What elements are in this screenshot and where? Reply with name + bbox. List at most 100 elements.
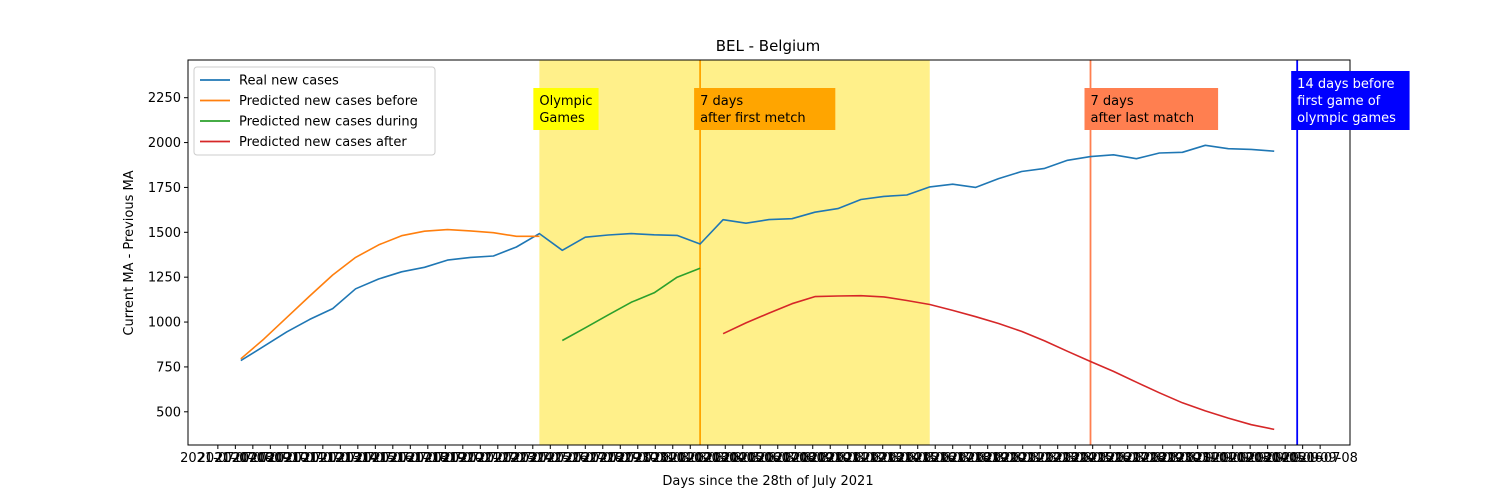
y-tick-label: 1750: [148, 181, 181, 196]
y-axis-label: Current MA - Previous MA: [122, 170, 137, 335]
annotation-text: first game of: [1297, 94, 1381, 109]
x-tick-label: 2021-08-01: [617, 451, 693, 466]
annotation-text: 7 days: [700, 94, 743, 109]
x-tick-label: 2021-09-02: [1177, 451, 1253, 466]
x-tick-label: 2021-07-31: [600, 451, 676, 466]
x-tick-label: 2021-08-21: [967, 451, 1043, 466]
x-tick-label: 2021-08-19: [932, 451, 1008, 466]
annotation-text: after last match: [1091, 111, 1195, 126]
x-tick-label: 2021-07-11: [250, 451, 326, 466]
x-tick-label: 2021-08-24: [1020, 451, 1096, 466]
legend-frame: [193, 66, 436, 156]
legend: Real new cases Predicted new cases before…: [193, 66, 436, 156]
annotation-text: Olympic: [539, 94, 592, 109]
annotation-box: [533, 88, 599, 130]
x-tick-label: 2021-07-21: [425, 451, 501, 466]
x-tick-label: 2021-08-25: [1037, 451, 1113, 466]
x-tick-label: 2021-08-16: [880, 451, 956, 466]
annotation-text: 7 days: [1091, 94, 1134, 109]
x-tick-label: 2021-07-09: [215, 451, 291, 466]
x-tick-label: 2021-08-17: [897, 451, 973, 466]
legend-label-3: Predicted new cases after: [239, 135, 407, 150]
x-tick-label: 2021-07-14: [303, 451, 379, 466]
y-tick-label: 2250: [148, 91, 181, 106]
x-tick-label: 2021-07-18: [373, 451, 449, 466]
annotation-box: [1291, 71, 1410, 130]
x-axis-label: Days since the 28th of July 2021: [662, 474, 873, 489]
x-tick-label: 2021-08-14: [845, 451, 921, 466]
x-tick-label: 2021-08-02: [635, 451, 711, 466]
annotation-3: 14 days before first game of olympic games: [1291, 71, 1410, 130]
x-tick-label: 2021-09-04: [1212, 451, 1288, 466]
x-tick-label: 2021-09-03: [1195, 451, 1271, 466]
x-tick-label: 2021-09-08: [1282, 451, 1358, 466]
x-tick-label: 2021-08-30: [1125, 451, 1201, 466]
x-tick-label: 2021-07-22: [443, 451, 519, 466]
x-tick-label: 2021-07-29: [565, 451, 641, 466]
annotation-text: after first metch: [700, 111, 806, 126]
x-tick-label: 2021-07-13: [285, 451, 361, 466]
x-tick-label: 2021-08-29: [1107, 451, 1183, 466]
y-tick-label: 1250: [148, 271, 181, 286]
x-tick-label: 2021-08-22: [985, 451, 1061, 466]
annotation-0: Olympic Games: [533, 88, 599, 130]
x-tick-label: 2021-07-16: [338, 451, 414, 466]
y-tick-label: 1000: [148, 316, 181, 331]
x-tick-label: 2021-07-30: [582, 451, 658, 466]
x-tick-label: 2021-07-26: [513, 451, 589, 466]
annotation-1: 7 days after first metch: [694, 88, 836, 130]
annotation-2: 7 days after last match: [1084, 88, 1219, 130]
x-tick-label: 2021-08-08: [740, 451, 816, 466]
x-tick-label: 2021-08-13: [827, 451, 903, 466]
plot-frame: [187, 59, 1351, 446]
annotation-box: [1084, 88, 1219, 130]
x-tick-label: 2021-08-15: [862, 451, 938, 466]
x-tick-label: 2021-07-07: [180, 451, 256, 466]
x-tick-label: 2021-07-20: [408, 451, 484, 466]
x-tick-label: 2021-08-28: [1090, 451, 1166, 466]
x-tick-label: 2021-08-18: [915, 451, 991, 466]
series-line-1: [240, 228, 540, 360]
annotation-text: 14 days before: [1297, 77, 1394, 92]
x-tick-label: 2021-09-05: [1230, 451, 1306, 466]
x-tick-label: 2021-08-23: [1002, 451, 1078, 466]
chart-title: BEL - Belgium: [716, 37, 821, 55]
x-tick-label: 2021-07-12: [268, 451, 344, 466]
x-tick-label: 2021-07-24: [478, 451, 554, 466]
x-tick-label: 2021-08-09: [757, 451, 833, 466]
x-tick-label: 2021-08-06: [705, 451, 781, 466]
series-line-3: [722, 294, 1275, 431]
x-tick-label: 2021-08-11: [792, 451, 868, 466]
x-tick-label: 2021-08-04: [670, 451, 746, 466]
x-tick-label: 2021-08-10: [775, 451, 851, 466]
x-tick-label: 2021-07-17: [355, 451, 431, 466]
annotation-text: Games: [539, 111, 585, 126]
x-tick-label: 2021-09-06: [1247, 451, 1323, 466]
x-tick-label: 2021-09-07: [1265, 451, 1341, 466]
x-tick-label: 2021-08-03: [652, 451, 728, 466]
x-tick-label: 2021-07-25: [495, 451, 571, 466]
y-tick-label: 500: [156, 405, 181, 420]
annotation-box: [694, 88, 836, 130]
x-tick-label: 2021-08-20: [950, 451, 1026, 466]
legend-label-0: Real new cases: [239, 74, 339, 89]
x-tick-label: 2021-07-10: [233, 451, 309, 466]
x-tick-label: 2021-08-31: [1142, 451, 1218, 466]
y-tick-label: 2000: [148, 136, 181, 151]
y-tick-label: 1500: [148, 226, 181, 241]
x-tick-label: 2021-07-27: [530, 451, 606, 466]
y-tick-label: 750: [156, 360, 181, 375]
x-tick-label: 2021-08-07: [722, 451, 798, 466]
x-tick-label: 2021-07-19: [390, 451, 466, 466]
x-tick-label: 2021-07-23: [460, 451, 536, 466]
x-tick-label: 2021-07-28: [548, 451, 624, 466]
x-tick-label: 2021-08-05: [687, 451, 763, 466]
x-tick-label: 2021-08-26: [1055, 451, 1131, 466]
annotation-text: olympic games: [1297, 111, 1396, 126]
x-tick-label: 2021-07-08: [198, 451, 274, 466]
x-tick-label: 2021-08-27: [1072, 451, 1148, 466]
legend-label-2: Predicted new cases during: [239, 115, 418, 130]
series-line-0: [240, 144, 1275, 362]
